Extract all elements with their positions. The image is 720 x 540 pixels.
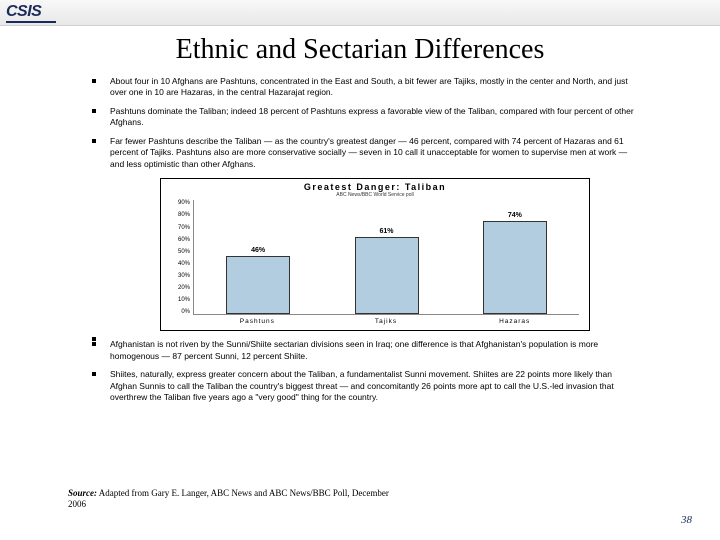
logo: CSIS <box>6 3 41 21</box>
source-citation: Source: Adapted from Gary E. Langer, ABC… <box>68 488 398 510</box>
xtick: Hazaras <box>450 318 579 325</box>
ytick: 70% <box>178 225 190 231</box>
ytick: 30% <box>178 273 190 279</box>
bullet-item: Shiites, naturally, express greater conc… <box>110 369 640 403</box>
xtick: Tajiks <box>322 318 451 325</box>
bullet-item: Far fewer Pashtuns describe the Taliban … <box>110 136 640 170</box>
chart-subtitle: ABC News/BBC World Service poll <box>161 192 589 198</box>
xtick: Pashtuns <box>193 318 322 325</box>
chart-bar: 46% <box>226 256 290 314</box>
bar-value-label: 46% <box>227 247 289 254</box>
page-title: Ethnic and Sectarian Differences <box>0 34 720 66</box>
ytick: 90% <box>178 200 190 206</box>
source-text: Adapted from Gary E. Langer, ABC News an… <box>68 488 389 509</box>
ytick: 40% <box>178 261 190 267</box>
bullet-item: About four in 10 Afghans are Pashtuns, c… <box>110 76 640 99</box>
bullets-top: About four in 10 Afghans are Pashtuns, c… <box>110 76 640 170</box>
chart-title: Greatest Danger: Taliban <box>161 179 589 192</box>
ytick: 20% <box>178 285 190 291</box>
ytick: 50% <box>178 249 190 255</box>
content: About four in 10 Afghans are Pashtuns, c… <box>0 66 720 404</box>
bullets-bottom: Afghanistan is not riven by the Sunni/Sh… <box>110 339 640 403</box>
chart-bar: 74% <box>483 221 547 315</box>
bar-value-label: 61% <box>356 228 418 235</box>
source-label: Source: <box>68 488 97 498</box>
ytick: 0% <box>181 309 190 315</box>
bullet-item: Pashtuns dominate the Taliban; indeed 18… <box>110 106 640 129</box>
bar-value-label: 74% <box>484 212 546 219</box>
chart-xaxis: Pashtuns Tajiks Hazaras <box>193 315 579 330</box>
ytick: 10% <box>178 297 190 303</box>
topbar <box>0 0 720 26</box>
chart-yaxis: 90% 80% 70% 60% 50% 40% 30% 20% 10% 0% <box>161 200 193 315</box>
logo-underline <box>6 21 56 23</box>
chart-bar: 61% <box>355 237 419 314</box>
ytick: 60% <box>178 237 190 243</box>
chart-plot-area: 90% 80% 70% 60% 50% 40% 30% 20% 10% 0% 4… <box>161 200 589 315</box>
bullet-item: Afghanistan is not riven by the Sunni/Sh… <box>110 339 640 362</box>
ytick: 80% <box>178 212 190 218</box>
page-number: 38 <box>681 514 692 526</box>
chart-plot: 46% 61% 74% <box>193 200 579 315</box>
chart: Greatest Danger: Taliban ABC News/BBC Wo… <box>160 178 590 331</box>
